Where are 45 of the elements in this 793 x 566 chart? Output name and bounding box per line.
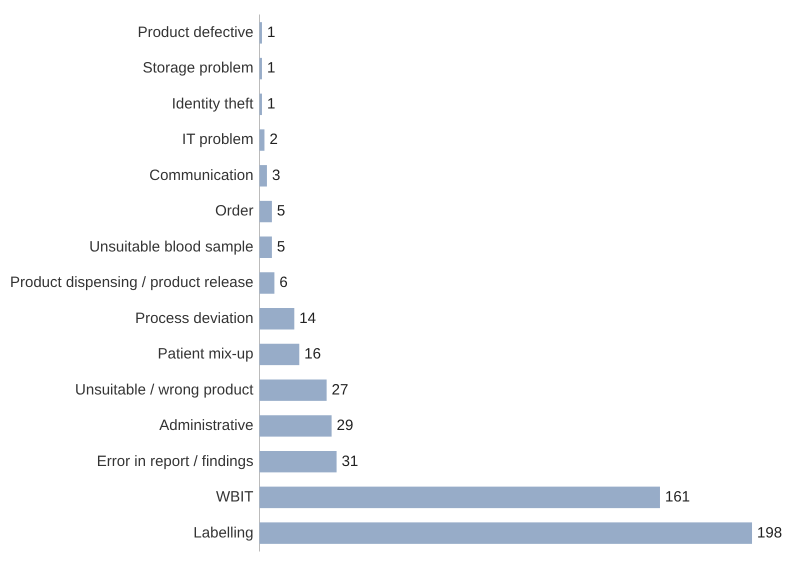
y-tick-label: Unsuitable / wrong product [75, 381, 254, 398]
bar [259, 379, 327, 401]
y-tick-label: Identity theft [172, 95, 254, 112]
bar [259, 415, 332, 437]
y-tick-label: Communication [149, 166, 254, 184]
bar [259, 165, 267, 187]
y-tick-label: Storage problem [142, 60, 254, 77]
y-tick-label: WBIT [216, 488, 254, 506]
data-label: 198 [757, 524, 782, 542]
bar [259, 94, 262, 116]
y-tick-label: Patient mix-up [158, 346, 254, 363]
data-label: 14 [299, 310, 316, 327]
data-label: 3 [272, 166, 280, 184]
data-label: 161 [664, 488, 690, 506]
bar [259, 308, 294, 330]
data-label: 6 [279, 274, 288, 292]
y-tick-label: Product defective [138, 24, 254, 42]
y-tick-label: Product dispensing / product release [10, 274, 254, 292]
data-label: 1 [266, 95, 276, 112]
data-label: 2 [269, 131, 278, 148]
bar [259, 58, 262, 80]
bar [259, 200, 272, 222]
bar [259, 450, 337, 472]
data-label: 29 [336, 417, 354, 434]
y-tick-label: Unsuitable blood sample [89, 238, 254, 256]
data-label: 5 [276, 202, 286, 220]
y-tick-label: Administrative [159, 417, 254, 434]
data-label: 1 [266, 24, 276, 42]
y-tick-label: Labelling [193, 524, 254, 542]
bar [259, 129, 264, 151]
data-label: 1 [266, 60, 276, 77]
bar [259, 22, 262, 44]
data-label: 16 [304, 346, 321, 363]
y-tick-label: Error in report / findings [96, 452, 254, 470]
y-tick-label: Order [215, 202, 254, 220]
bar [259, 272, 274, 294]
bar [259, 486, 660, 508]
data-label: 5 [276, 238, 286, 256]
y-tick-label: Process deviation [135, 310, 254, 327]
bar [259, 522, 752, 544]
data-label: 27 [332, 381, 348, 398]
data-label: 31 [342, 452, 358, 470]
y-tick-label: IT problem [182, 131, 254, 148]
bar [259, 236, 272, 258]
bar [259, 344, 300, 366]
